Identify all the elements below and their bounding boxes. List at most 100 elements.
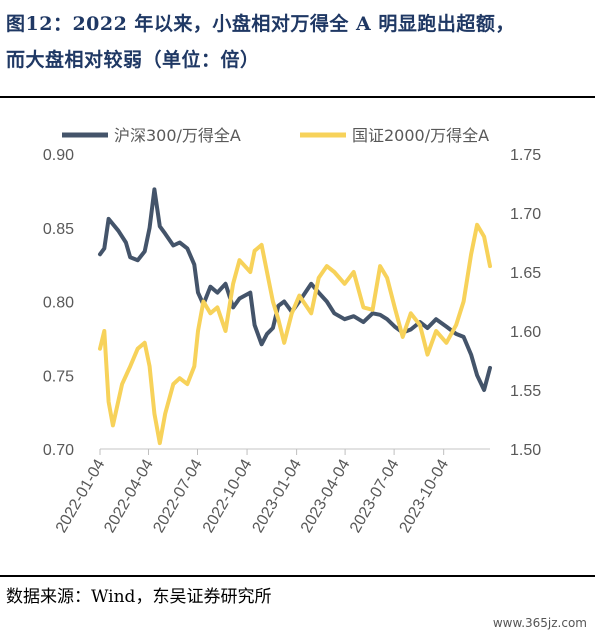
- data-point-zz2000: [193, 365, 196, 368]
- data-point-zz2000: [419, 324, 421, 326]
- data-point-hs300: [393, 325, 396, 328]
- legend-label-zz2000: 国证2000/万得全A: [352, 126, 489, 145]
- data-point-zz2000: [379, 265, 381, 267]
- data-point-zz2000: [371, 309, 374, 311]
- data-point-zz2000: [426, 353, 429, 356]
- data-point-zz2000: [326, 265, 328, 267]
- right-axis: 1.75 1.70 1.65 1.60 1.55 1.50: [510, 147, 541, 459]
- legend-label-hs300: 沪深300/万得全A: [114, 126, 241, 145]
- data-point-zz2000: [172, 383, 175, 385]
- data-point-hs300: [426, 327, 429, 329]
- data-point-zz2000: [277, 318, 280, 320]
- bottom-rule: [0, 575, 595, 577]
- data-point-zz2000: [476, 224, 478, 226]
- data-point-hs300: [462, 336, 465, 338]
- data-point-zz2000: [489, 265, 491, 267]
- data-point-hs300: [445, 325, 448, 328]
- data-point-zz2000: [238, 259, 241, 261]
- data-point-zz2000: [470, 253, 472, 256]
- data-point-hs300: [178, 241, 181, 244]
- x-axis: 2022-01-042022-04-042022-07-042022-10-04…: [53, 449, 452, 536]
- title-line-2: 而大盘相对较弱（单位：倍）: [6, 49, 260, 71]
- data-point-zz2000: [435, 330, 437, 332]
- x-tick-label: 2022-07-04: [150, 456, 206, 535]
- data-point-hs300: [209, 285, 212, 288]
- data-point-zz2000: [401, 336, 404, 338]
- data-point-zz2000: [455, 324, 457, 326]
- data-point-zz2000: [317, 277, 320, 279]
- data-point-hs300: [136, 259, 139, 261]
- data-point-hs300: [260, 343, 263, 346]
- x-tick-label: 2023-10-04: [396, 456, 452, 535]
- right-tick-label: 1.65: [510, 265, 541, 282]
- x-tick-label: 2022-04-04: [101, 456, 157, 535]
- data-point-zz2000: [310, 312, 313, 315]
- data-point-zz2000: [283, 342, 286, 344]
- line-chart: 沪深300/万得全A 国证2000/万得全A 0.900.850.800.750.…: [43, 126, 541, 536]
- left-tick-label: 0.75: [43, 368, 74, 385]
- data-point-zz2000: [148, 365, 151, 368]
- right-tick-label: 1.60: [510, 324, 541, 341]
- data-point-hs300: [476, 374, 478, 377]
- right-tick-label: 1.70: [510, 206, 541, 223]
- data-point-hs300: [277, 305, 280, 307]
- data-point-zz2000: [298, 294, 301, 297]
- data-point-zz2000: [272, 300, 274, 303]
- data-point-hs300: [470, 353, 472, 356]
- data-point-hs300: [164, 232, 166, 235]
- data-point-hs300: [371, 312, 374, 315]
- data-point-zz2000: [209, 312, 212, 315]
- right-tick-label: 1.50: [510, 442, 541, 459]
- data-point-zz2000: [178, 377, 181, 380]
- data-point-hs300: [455, 333, 457, 335]
- data-point-hs300: [266, 333, 268, 335]
- series-layer: [98, 187, 492, 446]
- data-point-zz2000: [197, 330, 199, 332]
- data-point-hs300: [238, 297, 241, 300]
- data-point-hs300: [352, 315, 355, 317]
- data-point-zz2000: [164, 412, 166, 415]
- watermark: www.365jz.com: [492, 616, 587, 630]
- data-point-hs300: [343, 318, 346, 320]
- left-tick-label: 0.80: [43, 295, 74, 312]
- data-point-hs300: [129, 256, 131, 259]
- data-point-hs300: [125, 241, 127, 244]
- data-point-hs300: [216, 291, 219, 294]
- x-tick-label: 2023-07-04: [347, 456, 403, 535]
- data-point-hs300: [489, 367, 491, 369]
- data-point-zz2000: [136, 347, 139, 350]
- data-point-hs300: [283, 300, 286, 303]
- title-line-1: 图12：2022 年以来，小盘相对万得全 A 明显跑出超额，: [6, 13, 515, 35]
- x-tick-label: 2023-01-04: [249, 456, 305, 535]
- data-point-hs300: [153, 188, 156, 191]
- data-point-zz2000: [202, 300, 205, 303]
- left-tick-label: 0.85: [43, 221, 74, 238]
- data-point-zz2000: [253, 250, 256, 252]
- data-point-zz2000: [483, 235, 485, 238]
- data-point-zz2000: [129, 365, 131, 368]
- right-tick-label: 1.75: [510, 147, 541, 164]
- x-tick-label: 2023-04-04: [298, 456, 354, 535]
- data-point-zz2000: [112, 424, 114, 427]
- chart-title: 图12：2022 年以来，小盘相对万得全 A 明显跑出超额， 而大盘相对较弱（单…: [6, 6, 591, 78]
- data-point-zz2000: [333, 271, 336, 273]
- data-point-hs300: [143, 250, 146, 253]
- data-point-zz2000: [260, 244, 263, 246]
- data-point-zz2000: [107, 401, 110, 403]
- data-point-zz2000: [352, 271, 355, 273]
- data-point-hs300: [232, 306, 234, 309]
- left-axis: 0.90 0.85 0.80 0.75 0.70: [43, 147, 74, 459]
- data-point-zz2000: [103, 330, 106, 332]
- data-point-hs300: [103, 247, 106, 250]
- data-point-zz2000: [153, 412, 156, 415]
- data-point-hs300: [483, 389, 485, 391]
- data-point-zz2000: [159, 442, 161, 444]
- data-point-hs300: [386, 318, 388, 320]
- data-point-zz2000: [291, 312, 293, 315]
- data-point-hs300: [317, 291, 320, 294]
- x-tick-label: 2022-10-04: [200, 456, 256, 535]
- data-point-zz2000: [362, 306, 365, 309]
- legend: 沪深300/万得全A 国证2000/万得全A: [62, 126, 489, 145]
- data-point-hs300: [224, 283, 227, 285]
- data-point-hs300: [253, 324, 256, 326]
